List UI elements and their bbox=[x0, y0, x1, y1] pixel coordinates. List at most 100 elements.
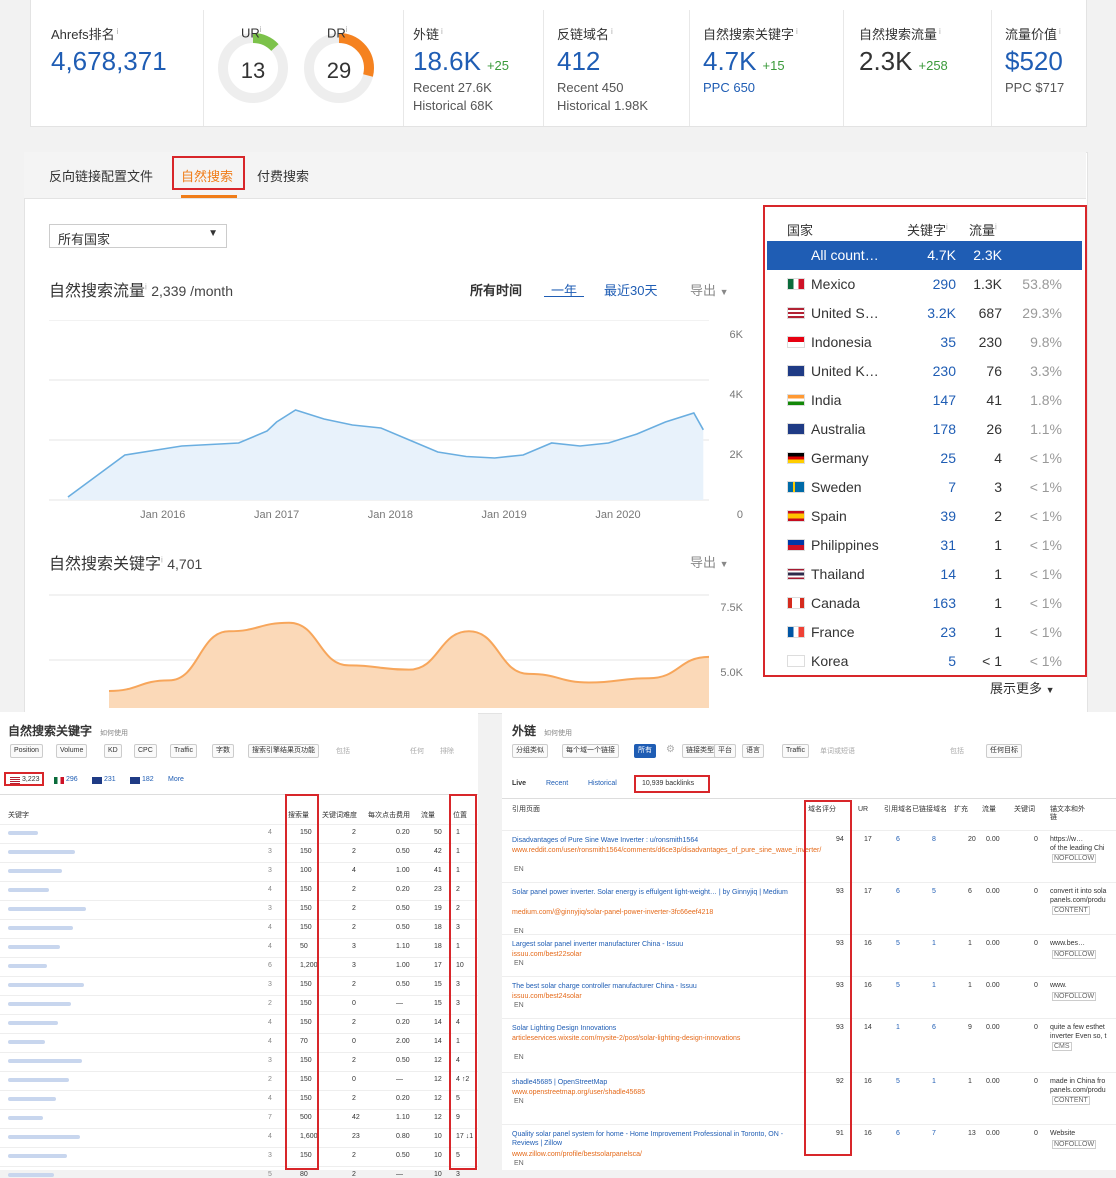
keyword-link[interactable] bbox=[8, 1021, 58, 1025]
referring-page-url[interactable]: issuu.com/best22solar bbox=[512, 951, 582, 958]
subtab-historical[interactable]: Historical bbox=[588, 780, 617, 787]
country-keywords[interactable]: 147 bbox=[932, 392, 956, 408]
keyword-link[interactable] bbox=[8, 926, 73, 930]
br-cell-ld[interactable]: 8 bbox=[932, 836, 936, 843]
br-filter[interactable]: 每个域一个链接 bbox=[562, 744, 619, 758]
country-keywords[interactable]: 5 bbox=[948, 653, 956, 669]
bl-column-header[interactable]: 搜索量 bbox=[288, 812, 309, 819]
keyword-link[interactable] bbox=[8, 1059, 82, 1063]
col-keywords[interactable]: 关键字i bbox=[907, 222, 948, 238]
country-keywords[interactable]: 31 bbox=[940, 537, 956, 553]
br-filter[interactable]: 链接类型 bbox=[682, 744, 718, 758]
br-filter[interactable]: Traffic bbox=[782, 744, 810, 758]
country-row[interactable]: Korea 5 < 1 < 1% bbox=[767, 647, 1082, 676]
filter-30-days[interactable]: 最近30天 bbox=[604, 283, 658, 298]
br-cell-ld[interactable]: 5 bbox=[932, 888, 936, 895]
keyword-link[interactable] bbox=[8, 1040, 45, 1044]
br-howto[interactable]: 如何使用 bbox=[544, 730, 573, 737]
referring-page-url[interactable]: www.reddit.com/user/ronsmith1564/comment… bbox=[512, 847, 822, 854]
keyword-link[interactable] bbox=[8, 1135, 80, 1139]
referring-page-url[interactable]: issuu.com/best24solar bbox=[512, 993, 582, 1000]
bl-more-button[interactable]: More bbox=[168, 776, 184, 783]
tab-backlink-profile[interactable]: 反向链接配置文件 bbox=[49, 169, 154, 184]
country-name[interactable]: India bbox=[811, 392, 842, 408]
filter-all-time[interactable]: 所有时间 bbox=[470, 283, 523, 298]
bl-howto[interactable]: 如何使用 bbox=[100, 730, 129, 737]
br-cell-rd[interactable]: 6 bbox=[896, 888, 900, 895]
bl-filter[interactable]: 字数 bbox=[212, 744, 234, 758]
referring-page-title[interactable]: Solar panel power inverter. Solar energy… bbox=[512, 889, 788, 896]
country-row[interactable]: Mexico 290 1.3K 53.8% bbox=[767, 270, 1082, 299]
country-keywords[interactable]: 23 bbox=[940, 624, 956, 640]
referring-page-title[interactable]: The best solar charge controller manufac… bbox=[512, 983, 697, 990]
bl-column-header[interactable]: 关键字 bbox=[8, 812, 29, 819]
keyword-link[interactable] bbox=[8, 945, 60, 949]
country-name[interactable]: France bbox=[811, 624, 855, 640]
referring-page-url[interactable]: medium.com/@ginnyjiq/solar-panel-power-i… bbox=[512, 909, 714, 916]
country-row[interactable]: Philippines 31 1 < 1% bbox=[767, 531, 1082, 560]
br-column-header[interactable]: 域名评分 bbox=[808, 806, 836, 813]
info-icon[interactable]: i bbox=[1059, 26, 1061, 36]
br-cell-ld[interactable]: 6 bbox=[932, 1024, 936, 1031]
gear-icon[interactable]: ⚙ bbox=[666, 744, 675, 755]
country-row[interactable]: Thailand 14 1 < 1% bbox=[767, 560, 1082, 589]
col-traffic[interactable]: 流量i bbox=[969, 222, 997, 238]
bl-filter[interactable]: CPC bbox=[134, 744, 157, 758]
bl-country-count[interactable]: 296 bbox=[66, 776, 78, 783]
country-keywords[interactable]: 25 bbox=[940, 450, 956, 466]
bl-column-header[interactable]: 位置 bbox=[453, 812, 467, 819]
br-cell-rd[interactable]: 5 bbox=[896, 1078, 900, 1085]
country-row[interactable]: All count… 4.7K 2.3K bbox=[767, 241, 1082, 270]
bl-filter[interactable]: 排除 bbox=[440, 748, 454, 755]
br-filter[interactable]: 所有 bbox=[634, 744, 656, 758]
referring-page-url[interactable]: www.zillow.com/profile/bestsolarpanelsca… bbox=[512, 1151, 642, 1158]
country-keywords[interactable]: 178 bbox=[932, 421, 956, 437]
keyword-link[interactable] bbox=[8, 1154, 67, 1158]
info-icon[interactable]: i bbox=[611, 26, 613, 36]
bl-filter[interactable]: 搜索引擎结果页功能 bbox=[248, 744, 319, 758]
subtab-live[interactable]: Live bbox=[512, 780, 527, 787]
country-row[interactable]: Australia 178 26 1.1% bbox=[767, 415, 1082, 444]
referring-page-url[interactable]: www.openstreetmap.org/user/shadle45685 bbox=[512, 1089, 646, 1096]
referring-page-title[interactable]: shadle45685 | OpenStreetMap bbox=[512, 1079, 608, 1086]
bl-country-count[interactable]: 182 bbox=[142, 776, 154, 783]
keyword-link[interactable] bbox=[8, 1078, 69, 1082]
br-column-header[interactable]: 锚文本和外链 bbox=[1050, 806, 1085, 821]
metric-value[interactable]: 412 bbox=[557, 46, 601, 76]
br-cell-ld[interactable]: 1 bbox=[932, 1078, 936, 1085]
country-row[interactable]: Spain 39 2 < 1% bbox=[767, 502, 1082, 531]
referring-page-title[interactable]: Disadvantages of Pure Sine Wave Inverter… bbox=[512, 837, 699, 844]
br-column-header[interactable]: 关键词 bbox=[1014, 806, 1035, 813]
bl-filter[interactable]: Traffic bbox=[170, 744, 198, 758]
country-keywords[interactable]: 230 bbox=[932, 363, 956, 379]
br-filter[interactable]: 包括 bbox=[950, 748, 964, 755]
br-filter[interactable]: 语言 bbox=[742, 744, 764, 758]
keyword-link[interactable] bbox=[8, 888, 49, 892]
country-name[interactable]: Germany bbox=[811, 450, 869, 466]
br-filter[interactable]: 单词或短语 bbox=[820, 748, 855, 755]
bl-column-header[interactable]: 关键词难度 bbox=[322, 812, 357, 819]
country-row[interactable]: Indonesia 35 230 9.8% bbox=[767, 328, 1082, 357]
filter-one-year[interactable]: 一年 bbox=[551, 283, 578, 298]
referring-page-url[interactable]: articleservices.wixsite.com/mysite-2/pos… bbox=[512, 1035, 741, 1042]
br-filter[interactable]: 平台 bbox=[714, 744, 736, 758]
keyword-link[interactable] bbox=[8, 964, 47, 968]
country-keywords[interactable]: 7 bbox=[948, 479, 956, 495]
country-row[interactable]: United S… 3.2K 687 29.3% bbox=[767, 299, 1082, 328]
keyword-link[interactable] bbox=[8, 1002, 71, 1006]
br-cell-ld[interactable]: 7 bbox=[932, 1130, 936, 1137]
country-name[interactable]: Australia bbox=[811, 421, 866, 437]
country-name[interactable]: Sweden bbox=[811, 479, 862, 495]
br-cell-rd[interactable]: 1 bbox=[896, 1024, 900, 1031]
br-cell-ld[interactable]: 1 bbox=[932, 982, 936, 989]
bl-filter[interactable]: Volume bbox=[56, 744, 88, 758]
country-dropdown[interactable]: 所有国家 ▼ bbox=[49, 224, 227, 248]
metric-value[interactable]: 4.7K bbox=[703, 46, 757, 76]
br-column-header[interactable]: 流量 bbox=[982, 806, 996, 813]
info-icon[interactable]: i bbox=[441, 26, 443, 36]
show-more-link[interactable]: 展示更多 ▼ bbox=[990, 681, 1055, 696]
country-name[interactable]: Indonesia bbox=[811, 334, 872, 350]
country-name[interactable]: United S… bbox=[811, 305, 879, 321]
info-icon[interactable]: i bbox=[796, 26, 798, 36]
country-keywords[interactable]: 3.2K bbox=[927, 305, 956, 321]
